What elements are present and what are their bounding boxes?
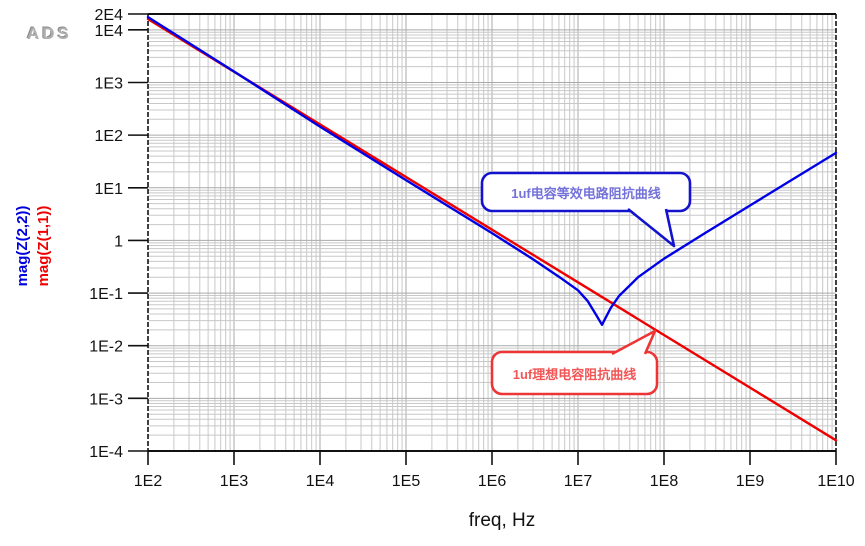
callout-ideal-capacitor[interactable]: 1uf理想电容阻抗曲线 xyxy=(512,366,637,382)
y-tick-label: 1E-4 xyxy=(89,444,123,461)
y-tick-label: 1E-2 xyxy=(89,339,123,356)
callout-equivalent-bubble xyxy=(480,171,692,213)
callout-equivalent-tail xyxy=(627,207,676,248)
y-axis-series2-label: mag(Z(1,1)) xyxy=(35,205,52,287)
x-tick-label: 1E3 xyxy=(220,473,249,490)
x-tick-label: 1E2 xyxy=(134,473,163,490)
x-tick-label: 1E10 xyxy=(817,473,854,490)
y-axis-series1-label: mag(Z(2,2)) xyxy=(14,205,31,287)
x-tick-label: 1E9 xyxy=(736,473,765,490)
y-tick-label: 1E1 xyxy=(95,181,124,198)
y-tick-label: 1E3 xyxy=(95,75,124,92)
y-tick-label: 1E4 xyxy=(95,23,124,40)
callout-equivalent-circuit[interactable]: 1uf电容等效电路阻抗曲线 xyxy=(511,185,661,201)
curve-magZ22 xyxy=(146,15,838,326)
y-tick-label: 1E2 xyxy=(95,128,124,145)
x-tick-label: 1E8 xyxy=(650,473,679,490)
x-axis-title: freq, Hz xyxy=(468,510,536,531)
x-tick-label: 1E4 xyxy=(306,473,335,490)
y-tick-label: 2E4 xyxy=(95,7,124,24)
callout-ideal-bubble xyxy=(490,350,659,396)
x-tick-label: 1E7 xyxy=(564,473,593,490)
x-tick-label: 1E5 xyxy=(392,473,421,490)
ads-logo: ADS xyxy=(27,24,72,43)
x-tick-label: 1E6 xyxy=(478,473,507,490)
y-tick-label: 1E-1 xyxy=(89,286,123,303)
y-tick-label: 1 xyxy=(114,233,123,250)
y-axis-title: mag(Z(2,2)) mag(Z(1,1)) xyxy=(12,136,56,356)
callout-ideal-tail xyxy=(611,329,657,356)
y-tick-label: 1E-3 xyxy=(89,391,123,408)
